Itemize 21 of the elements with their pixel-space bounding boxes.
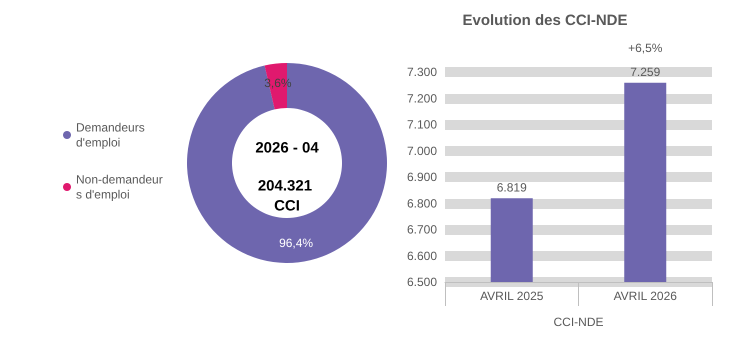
x-tick-label: AVRIL 2026 <box>614 289 678 303</box>
y-tick-label: 6.600 <box>406 248 438 263</box>
text: 204.321 CCI <box>258 178 316 214</box>
text: 2026 - 04 <box>255 140 320 156</box>
y-tick-label: 6.700 <box>406 222 438 236</box>
y-tick-label: 6.900 <box>406 170 438 184</box>
y-tick-label: 7.000 <box>406 144 438 158</box>
data-label: 7.259 <box>630 64 661 79</box>
data-label: 6.819 <box>496 180 528 194</box>
legend-label: Non-demandeurs d'emploi <box>76 172 163 202</box>
data-label: 96,4% <box>279 236 314 250</box>
y-tick-label: 7.200 <box>406 91 438 106</box>
annotation: +6,5% <box>628 40 663 55</box>
legend-label: Demandeurs d'emploi <box>76 120 148 150</box>
y-tick-label: 7.300 <box>406 65 438 79</box>
y-tick-label: 7.100 <box>406 118 438 132</box>
y-tick-label: 6.500 <box>406 275 438 289</box>
x-axis-title: CCI-NDE <box>554 315 604 329</box>
y-tick-label: 6.800 <box>406 196 438 210</box>
chart-title: Evolution des CCI-NDE <box>462 12 628 29</box>
x-tick-label: AVRIL 2025 <box>480 289 544 303</box>
